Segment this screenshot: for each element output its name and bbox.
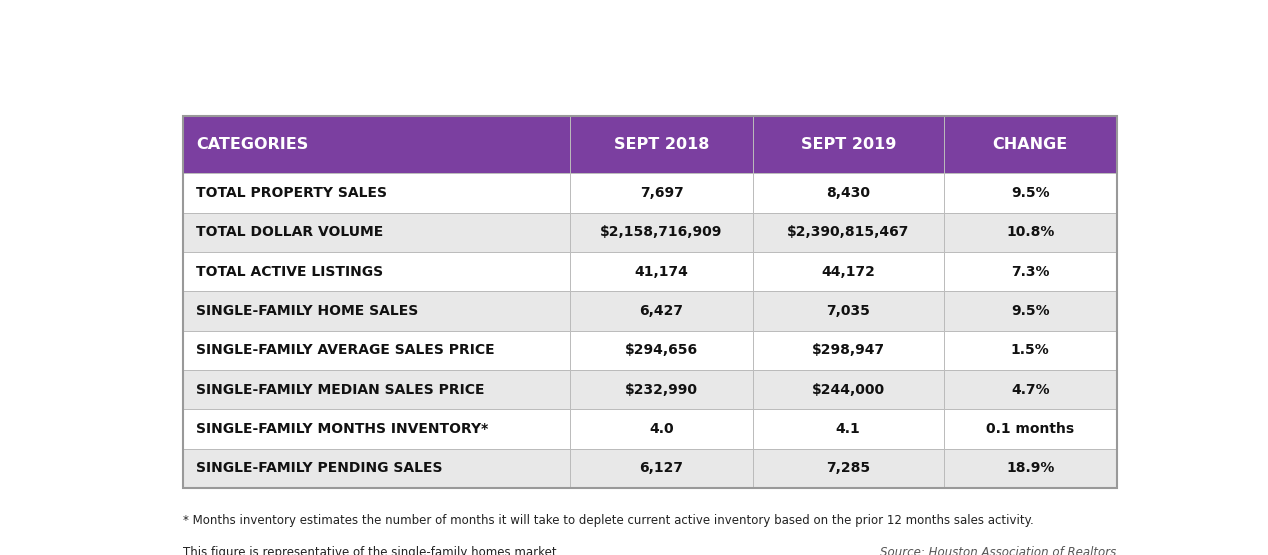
Bar: [571, 370, 752, 410]
Text: CHANGE: CHANGE: [993, 137, 1068, 152]
Text: $2,390,815,467: $2,390,815,467: [787, 225, 909, 239]
Text: 41,174: 41,174: [634, 265, 689, 279]
Bar: [943, 291, 1117, 331]
Bar: [183, 448, 571, 488]
Text: SEPT 2019: SEPT 2019: [800, 137, 896, 152]
Bar: [571, 116, 752, 173]
Text: TOTAL PROPERTY SALES: TOTAL PROPERTY SALES: [197, 186, 387, 200]
Text: TOTAL DOLLAR VOLUME: TOTAL DOLLAR VOLUME: [197, 225, 383, 239]
Bar: [943, 116, 1117, 173]
Bar: [571, 410, 752, 448]
Bar: [943, 331, 1117, 370]
Text: 7,697: 7,697: [639, 186, 683, 200]
Bar: [752, 370, 943, 410]
Text: $294,656: $294,656: [625, 344, 699, 357]
Text: 9.5%: 9.5%: [1011, 304, 1050, 318]
Text: Source: Houston Association of Realtors: Source: Houston Association of Realtors: [880, 546, 1117, 555]
Bar: [183, 252, 571, 291]
Text: SINGLE-FAMILY PENDING SALES: SINGLE-FAMILY PENDING SALES: [197, 461, 443, 475]
Bar: [571, 331, 752, 370]
Text: 0.1 months: 0.1 months: [987, 422, 1074, 436]
Text: 6,427: 6,427: [639, 304, 683, 318]
Bar: [943, 410, 1117, 448]
Text: 1.5%: 1.5%: [1011, 344, 1050, 357]
Bar: [571, 173, 752, 213]
Text: SEPT 2018: SEPT 2018: [614, 137, 709, 152]
Bar: [571, 448, 752, 488]
Bar: [943, 448, 1117, 488]
Bar: [183, 370, 571, 410]
Text: TOTAL ACTIVE LISTINGS: TOTAL ACTIVE LISTINGS: [197, 265, 383, 279]
Text: 44,172: 44,172: [822, 265, 875, 279]
Text: SINGLE-FAMILY MONTHS INVENTORY*: SINGLE-FAMILY MONTHS INVENTORY*: [197, 422, 488, 436]
Text: 10.8%: 10.8%: [1006, 225, 1055, 239]
Text: * Months inventory estimates the number of months it will take to deplete curren: * Months inventory estimates the number …: [183, 513, 1033, 527]
Text: SINGLE-FAMILY MEDIAN SALES PRICE: SINGLE-FAMILY MEDIAN SALES PRICE: [197, 383, 484, 397]
Bar: [183, 213, 571, 252]
Text: $232,990: $232,990: [625, 383, 697, 397]
Text: 7,285: 7,285: [827, 461, 870, 475]
Text: $244,000: $244,000: [812, 383, 885, 397]
Bar: [571, 291, 752, 331]
Text: CATEGORIES: CATEGORIES: [197, 137, 308, 152]
Text: $298,947: $298,947: [812, 344, 885, 357]
Bar: [752, 173, 943, 213]
Bar: [752, 448, 943, 488]
Bar: [183, 116, 1117, 488]
Bar: [943, 370, 1117, 410]
Text: 4.7%: 4.7%: [1011, 383, 1050, 397]
Bar: [752, 213, 943, 252]
Text: 4.0: 4.0: [649, 422, 673, 436]
Bar: [183, 116, 571, 173]
Text: 4.1: 4.1: [836, 422, 861, 436]
Bar: [752, 252, 943, 291]
Text: 7,035: 7,035: [827, 304, 870, 318]
Bar: [183, 331, 571, 370]
Text: This figure is representative of the single-family homes market.: This figure is representative of the sin…: [183, 546, 560, 555]
Text: SINGLE-FAMILY HOME SALES: SINGLE-FAMILY HOME SALES: [197, 304, 418, 318]
Text: $2,158,716,909: $2,158,716,909: [600, 225, 723, 239]
Text: 18.9%: 18.9%: [1006, 461, 1055, 475]
Bar: [183, 291, 571, 331]
Bar: [752, 291, 943, 331]
Text: 6,127: 6,127: [639, 461, 683, 475]
Bar: [571, 213, 752, 252]
Bar: [183, 410, 571, 448]
Bar: [943, 213, 1117, 252]
Text: 8,430: 8,430: [827, 186, 870, 200]
Bar: [943, 252, 1117, 291]
Bar: [183, 173, 571, 213]
Text: 7.3%: 7.3%: [1011, 265, 1050, 279]
Text: 9.5%: 9.5%: [1011, 186, 1050, 200]
Bar: [752, 410, 943, 448]
Text: SINGLE-FAMILY AVERAGE SALES PRICE: SINGLE-FAMILY AVERAGE SALES PRICE: [197, 344, 495, 357]
Bar: [752, 331, 943, 370]
Bar: [571, 252, 752, 291]
Bar: [943, 173, 1117, 213]
Bar: [752, 116, 943, 173]
